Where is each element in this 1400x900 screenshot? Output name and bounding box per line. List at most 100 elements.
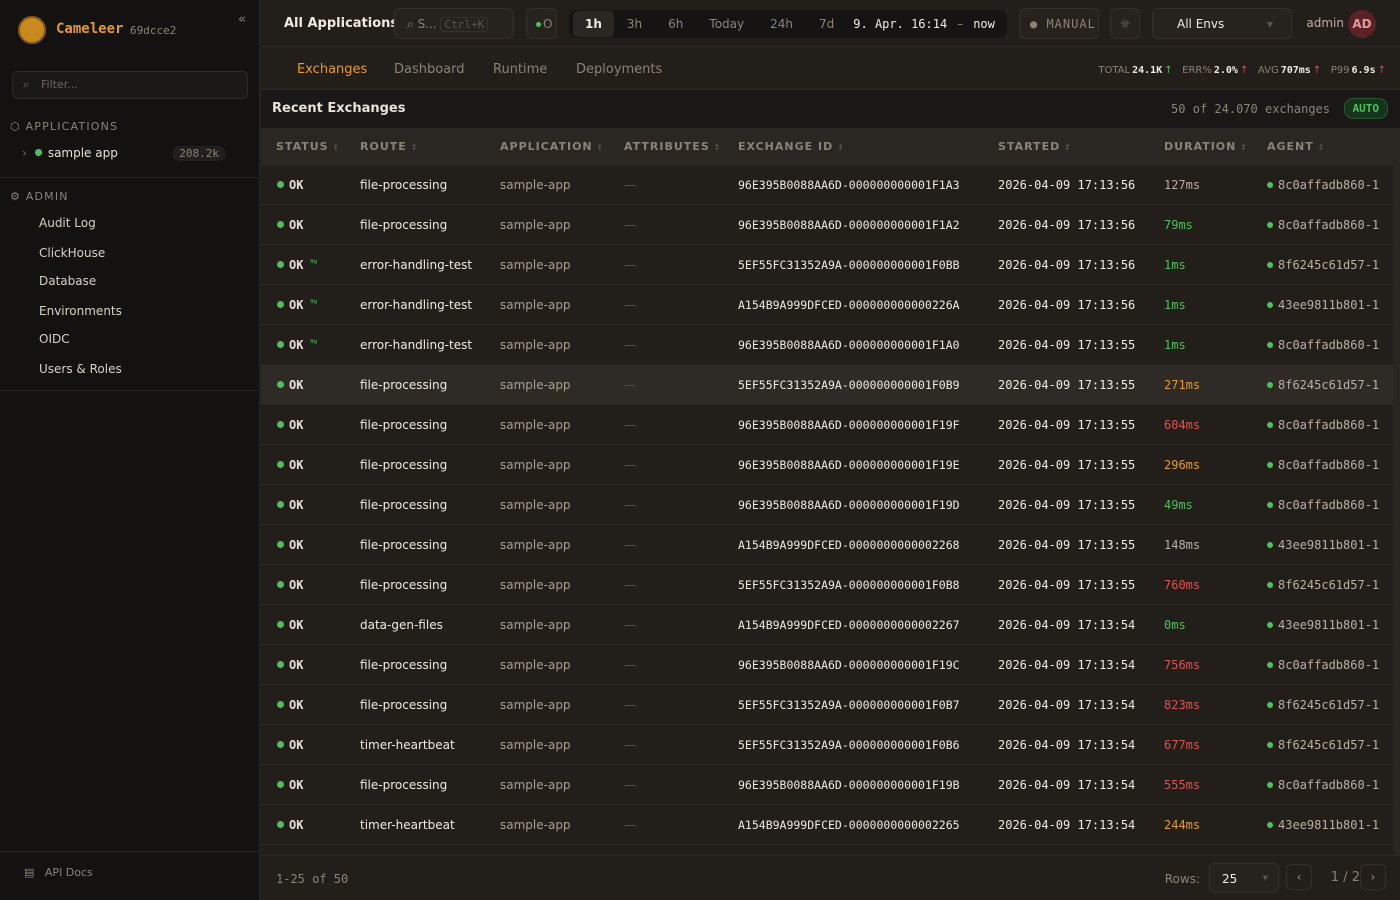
duration: 756ms xyxy=(1164,658,1201,672)
table-row[interactable]: OK ⁹ᵍ error-handling-test sample-app — 96E395… xyxy=(261,325,1393,365)
connection-status[interactable]: O xyxy=(526,8,557,39)
table-row[interactable]: OK data-gen-files sample-app — A154B9A999DFC… xyxy=(261,605,1393,645)
column-header-duration[interactable]: DURATION xyxy=(1164,140,1248,153)
avatar[interactable]: AD xyxy=(1348,10,1376,38)
duration: 0ms xyxy=(1164,618,1186,632)
column-header-status[interactable]: STATUS xyxy=(276,140,340,153)
sidebar-item-environments[interactable]: Environments xyxy=(39,304,122,318)
attributes: — xyxy=(624,658,636,672)
route: error-handling-test xyxy=(360,338,473,352)
time-range-picker[interactable]: 1h 3h 6h Today 24h 7d 9. Apr. 16:14 – no… xyxy=(569,10,1007,38)
auto-refresh-badge[interactable]: AUTO xyxy=(1343,98,1388,119)
started: 2026-04-09 17:13:55 xyxy=(998,538,1136,552)
scrollbar[interactable] xyxy=(1393,128,1400,855)
route: file-processing xyxy=(360,538,448,552)
range-3h[interactable]: 3h xyxy=(626,17,643,31)
sidebar-item-oidc[interactable]: OIDC xyxy=(39,332,70,346)
attributes: — xyxy=(624,738,636,752)
status-label: OK xyxy=(289,498,304,512)
application: sample-app xyxy=(500,378,571,392)
tab-runtime[interactable]: Runtime xyxy=(493,62,548,77)
started: 2026-04-09 17:13:54 xyxy=(998,698,1136,712)
agent-dot xyxy=(1267,222,1273,228)
started: 2026-04-09 17:13:54 xyxy=(998,658,1136,672)
exchange-id: 5EF55FC31352A9A-000000000001F0B7 xyxy=(738,698,960,712)
column-header-exchange-id[interactable]: EXCHANGE ID xyxy=(738,140,845,153)
tab-bar: Exchanges Dashboard Runtime Deployments … xyxy=(261,47,1400,92)
route: error-handling-test xyxy=(360,298,473,312)
next-page-button[interactable]: › xyxy=(1360,864,1386,890)
status-label: OK xyxy=(289,458,304,472)
attributes: — xyxy=(624,338,636,352)
table-row[interactable]: OK file-processing sample-app — 96E395B0088A… xyxy=(261,165,1393,205)
exchange-id: 96E395B0088AA6D-000000000001F1A0 xyxy=(738,338,960,352)
prev-page-button[interactable]: ‹ xyxy=(1286,864,1312,890)
sidebar-item-users-roles[interactable]: Users & Roles xyxy=(39,362,122,376)
table-row[interactable]: OK file-processing sample-app — 5EF55FC31352… xyxy=(261,565,1393,605)
api-docs-link[interactable]: ▤ API Docs xyxy=(24,866,93,879)
sidebar-item-audit-log[interactable]: Audit Log xyxy=(39,216,96,230)
column-header-route[interactable]: ROUTE xyxy=(360,140,418,153)
table-row[interactable]: OK file-processing sample-app — A154B9A999DF… xyxy=(261,525,1393,565)
shortcut-hint: Ctrl+K xyxy=(440,17,489,32)
column-header-started[interactable]: STARTED xyxy=(998,140,1072,153)
table-row[interactable]: OK file-processing sample-app — 96E395B0088A… xyxy=(261,445,1393,485)
table-row[interactable]: OK ⁹ᵍ error-handling-test sample-app — 5EF55F… xyxy=(261,245,1393,285)
tab-dashboard[interactable]: Dashboard xyxy=(394,62,465,77)
environment-select[interactable]: All Envs ▼ xyxy=(1152,8,1292,39)
tab-exchanges[interactable]: Exchanges xyxy=(281,62,383,92)
manual-refresh-button[interactable]: ● MANUAL xyxy=(1019,8,1099,39)
column-header-agent[interactable]: AGENT xyxy=(1267,140,1325,153)
table-row[interactable]: OK file-processing sample-app — 5EF55FC31352… xyxy=(261,685,1393,725)
table-row[interactable]: OK file-processing sample-app — 96E395B0088A… xyxy=(261,645,1393,685)
column-header-application[interactable]: APPLICATION xyxy=(500,140,604,153)
agent-dot xyxy=(1267,182,1273,188)
collapse-sidebar-icon[interactable]: « xyxy=(238,12,246,27)
search-icon: ⌕ xyxy=(407,17,414,31)
range-today[interactable]: Today xyxy=(709,17,745,31)
tab-deployments[interactable]: Deployments xyxy=(576,62,663,77)
range-to[interactable]: now xyxy=(973,17,995,31)
application: sample-app xyxy=(500,258,571,272)
table-row[interactable]: OK file-processing sample-app — 5EF55FC31352… xyxy=(261,365,1393,405)
range-from[interactable]: 9. Apr. 16:14 xyxy=(853,17,948,31)
table-row[interactable]: OK file-processing sample-app — 96E395B0088A… xyxy=(261,205,1393,245)
status-label: OK xyxy=(289,298,304,312)
rows-per-page-select[interactable]: 25 ▼ xyxy=(1209,863,1279,893)
duration: 244ms xyxy=(1164,818,1201,832)
range-7d[interactable]: 7d xyxy=(819,17,835,31)
duration: 148ms xyxy=(1164,538,1201,552)
range-1h[interactable]: 1h xyxy=(573,11,614,37)
table-row[interactable]: OK file-processing sample-app — 96E395B0088A… xyxy=(261,485,1393,525)
status-dot xyxy=(277,741,284,748)
attributes: — xyxy=(624,298,636,312)
table-row[interactable]: OK timer-heartbeat sample-app — A154B9A999DF… xyxy=(261,805,1393,845)
table-row[interactable]: OK ⁹ᵍ error-handling-test sample-app — A154B9… xyxy=(261,285,1393,325)
agent: 8c0affadb860-1 xyxy=(1278,458,1380,472)
application: sample-app xyxy=(500,578,571,592)
application: sample-app xyxy=(500,298,571,312)
username[interactable]: admin xyxy=(1306,16,1344,30)
table-row[interactable]: OK timer-heartbeat sample-app — 5EF55FC31352… xyxy=(261,725,1393,765)
duration: 823ms xyxy=(1164,698,1201,712)
sidebar-item-clickhouse[interactable]: ClickHouse xyxy=(39,246,106,260)
duration: 127ms xyxy=(1164,178,1201,192)
column-header-attributes[interactable]: ATTRIBUTES xyxy=(624,140,721,153)
exchange-count: 50 of 24.070 exchanges xyxy=(1171,102,1330,116)
trace-footprints-icon: ⁹ᵍ xyxy=(310,259,318,269)
route: data-gen-files xyxy=(360,618,443,632)
filter-input[interactable]: ⌕ Filter... xyxy=(12,71,248,99)
table-row[interactable]: OK file-processing sample-app — 96E395B0088A… xyxy=(261,405,1393,445)
range-24h[interactable]: 24h xyxy=(770,17,793,31)
sidebar-app-item[interactable]: › sample app 208.2k xyxy=(22,146,248,164)
range-6h[interactable]: 6h xyxy=(668,17,684,31)
started: 2026-04-09 17:13:56 xyxy=(998,298,1136,312)
theme-toggle-sun-icon[interactable]: ☼ xyxy=(1110,8,1140,39)
agent-dot xyxy=(1267,782,1273,788)
search-button[interactable]: ⌕ S... Ctrl+K xyxy=(394,8,514,39)
status-dot xyxy=(277,221,284,228)
route: file-processing xyxy=(360,178,448,192)
table-row[interactable]: OK file-processing sample-app — 96E395B0088A… xyxy=(261,765,1393,805)
rows-label: Rows: xyxy=(1164,872,1200,886)
sidebar-item-database[interactable]: Database xyxy=(39,274,97,288)
